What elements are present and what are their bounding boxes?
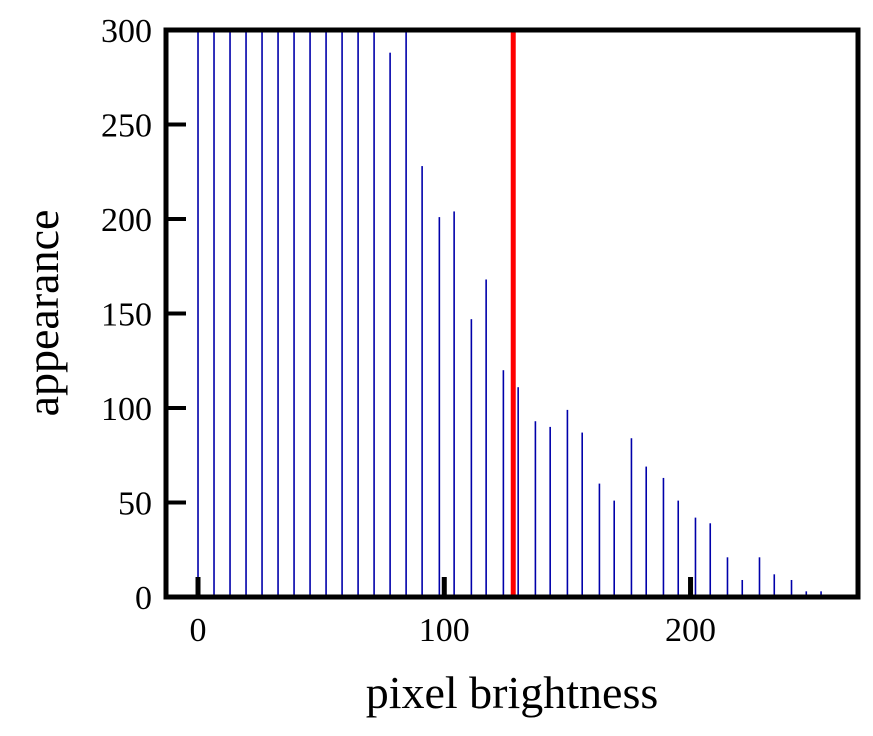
x-tick-label: 200	[665, 612, 716, 649]
histogram-bar	[485, 279, 487, 597]
histogram-bar	[773, 574, 776, 597]
histogram-bar	[613, 500, 615, 597]
histogram-bar	[373, 30, 375, 597]
x-axis-ticks: 0 100 200	[190, 577, 716, 649]
histogram-bar	[741, 579, 744, 597]
histogram-bar	[726, 557, 729, 597]
histogram-bar	[438, 217, 441, 598]
histogram-bar	[598, 483, 601, 597]
x-tick-label: 100	[419, 612, 470, 649]
y-tick-label: 150	[101, 297, 152, 334]
y-axis-ticks: 0 50 100 150 200 250 300	[101, 13, 186, 617]
histogram-bar	[261, 30, 263, 597]
histogram-bar	[405, 30, 407, 597]
histogram-bar	[630, 438, 633, 597]
histogram-bar	[309, 30, 311, 597]
y-axis-label: appearance	[17, 210, 68, 417]
y-tick-label: 300	[101, 13, 152, 50]
histogram-bar	[453, 211, 455, 597]
histogram-bar	[758, 557, 761, 597]
histogram-bar	[534, 421, 537, 597]
histogram-bar	[325, 30, 327, 597]
histogram-bar	[677, 500, 680, 597]
histogram-bar	[581, 432, 583, 597]
histogram-bar	[820, 591, 822, 597]
histogram-bar	[357, 30, 359, 597]
histogram-bar	[790, 579, 793, 597]
histogram-bar	[229, 30, 231, 597]
histogram-bar	[566, 409, 569, 597]
histogram-bar	[805, 591, 808, 597]
histogram-bar	[389, 52, 391, 598]
y-tick-label: 200	[101, 202, 152, 239]
histogram-bar	[277, 30, 279, 597]
x-tick-label: 0	[190, 612, 207, 649]
histogram-bar	[470, 319, 473, 597]
histogram-bar	[662, 477, 665, 597]
histogram-bar	[421, 166, 423, 597]
histogram-bar	[341, 30, 343, 597]
histogram-bar	[293, 30, 295, 597]
y-tick-label: 0	[135, 580, 152, 617]
x-axis-label: pixel brightness	[366, 667, 659, 718]
bars-group	[197, 30, 822, 598]
histogram-bar	[549, 426, 551, 597]
histogram-bar	[517, 387, 519, 597]
y-tick-label: 50	[118, 486, 152, 523]
y-tick-label: 250	[101, 108, 152, 145]
histogram-bar	[245, 30, 247, 597]
histogram-bar	[502, 370, 505, 597]
y-tick-label: 100	[101, 391, 152, 428]
histogram-bar	[694, 517, 697, 597]
histogram-bar	[645, 466, 648, 597]
histogram-bar	[709, 523, 712, 597]
histogram-bar	[197, 30, 199, 597]
histogram-bar	[213, 30, 215, 597]
